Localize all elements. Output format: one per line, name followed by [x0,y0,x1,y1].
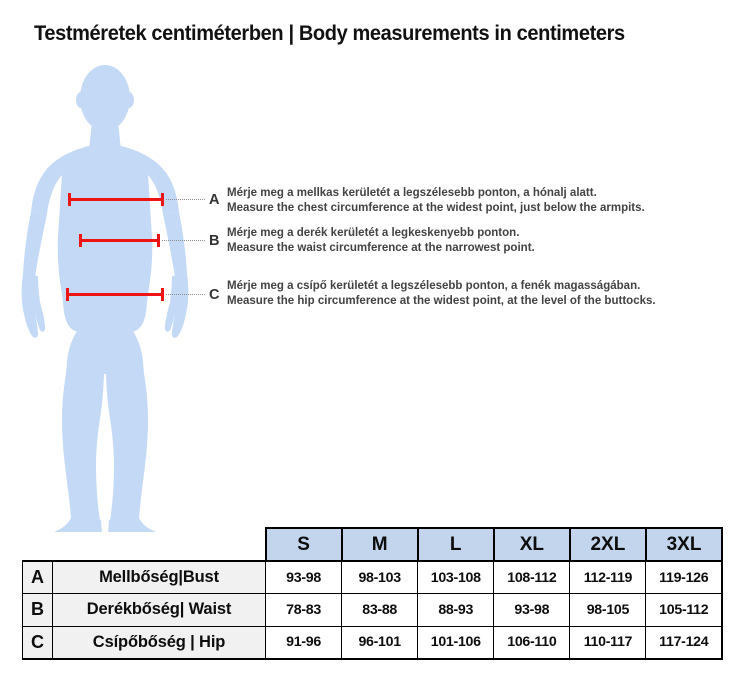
chest-leader-line [166,199,205,200]
row-name-hip: Csípőbőség | Hip [52,625,266,660]
bust-xl: 108-112 [493,560,571,595]
size-header-s: S [264,527,343,562]
row-letter-b: B [22,593,53,627]
row-letter-c: C [22,625,53,660]
instruction-hip: Mérje meg a csípő kerületét a legszélese… [227,279,656,308]
hip-marker-label: C [209,287,220,303]
bust-2xl: 112-119 [569,560,647,595]
chest-marker-label: A [209,192,220,208]
size-table-wrapper: S M L XL 2XL 3XL A Mellbőség|Bust 93-98 … [22,527,724,660]
instruction-hip-hu: Mérje meg a csípő kerületét a legszélese… [227,279,641,292]
bust-m: 98-103 [341,560,419,595]
instruction-waist: Mérje meg a derék kerületét a legkeskeny… [227,226,535,255]
hip-leader-line [166,294,205,295]
size-header-2xl: 2XL [568,527,647,562]
waist-measure-line [79,239,160,242]
hip-3xl: 117-124 [645,625,724,660]
size-header-l: L [416,527,495,562]
waist-3xl: 105-112 [645,593,724,627]
chest-measure-line [68,198,164,201]
size-header-3xl: 3XL [644,527,724,562]
hip-2xl: 110-117 [569,625,647,660]
hip-xl: 106-110 [493,625,571,660]
instruction-hip-en: Measure the hip circumference at the wid… [227,293,656,307]
bust-s: 93-98 [264,560,343,595]
size-table-header-row: S M L XL 2XL 3XL [23,527,724,562]
waist-measure-cap-left [79,234,82,247]
waist-m: 83-88 [341,593,419,627]
hip-l: 101-106 [417,625,495,660]
waist-marker-label: B [209,233,220,249]
hip-s: 91-96 [264,625,343,660]
bust-3xl: 119-126 [645,560,724,595]
page-title: Testméretek centiméterben | Body measure… [34,21,625,45]
instruction-chest-hu: Mérje meg a mellkas kerületét a legszéle… [227,186,597,199]
row-letter-a: A [22,560,53,595]
header-blank-name [53,528,266,561]
row-name-bust: Mellbőség|Bust [52,560,266,595]
bust-l: 103-108 [417,560,495,595]
instruction-chest: Mérje meg a mellkas kerületét a legszéle… [227,186,645,215]
hip-measure-line [66,293,164,296]
chest-measure-cap-left [68,193,71,206]
waist-s: 78-83 [264,593,343,627]
table-row: C Csípőbőség | Hip 91-96 96-101 101-106 … [22,625,724,660]
instruction-waist-hu: Mérje meg a derék kerületét a legkeskeny… [227,226,520,239]
instruction-chest-en: Measure the chest circumference at the w… [227,200,645,214]
size-table: S M L XL 2XL 3XL A Mellbőség|Bust 93-98 … [22,527,724,660]
size-header-xl: XL [492,527,571,562]
instruction-waist-en: Measure the waist circumference at the n… [227,240,535,254]
header-blank-letter [23,528,53,561]
hip-m: 96-101 [341,625,419,660]
table-row: B Derékbőség| Waist 78-83 83-88 88-93 93… [22,593,724,627]
row-name-waist: Derékbőség| Waist [52,593,266,627]
waist-2xl: 98-105 [569,593,647,627]
hip-measure-cap-right [161,288,164,301]
chest-measure-cap-right [161,193,164,206]
silhouette-body [21,65,189,532]
body-silhouette-figure: A B C [0,62,250,532]
silhouette-svg [21,65,189,532]
waist-xl: 93-98 [493,593,571,627]
waist-leader-line [162,240,205,241]
table-row: A Mellbőség|Bust 93-98 98-103 103-108 10… [22,560,724,595]
hip-measure-cap-left [66,288,69,301]
size-header-m: M [340,527,419,562]
waist-l: 88-93 [417,593,495,627]
waist-measure-cap-right [157,234,160,247]
